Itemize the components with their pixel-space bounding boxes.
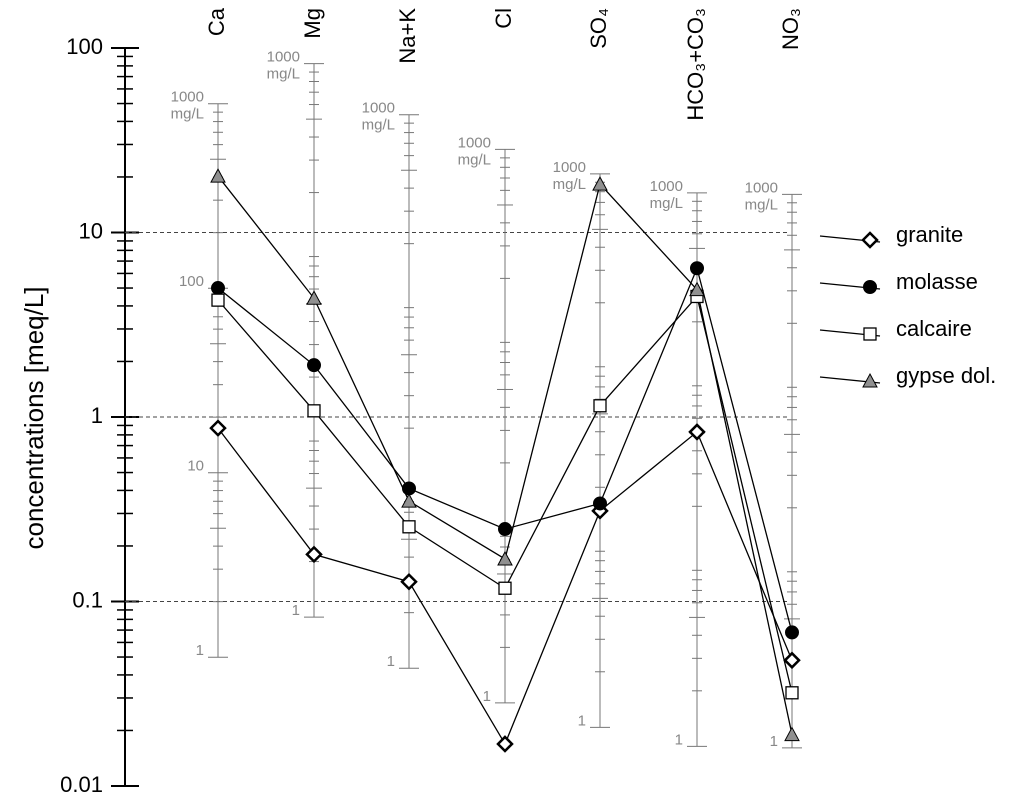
column-tick-label: 1000 [553,159,586,176]
category-label: SO₄ [586,8,611,49]
data-point [498,522,512,537]
category-label: Ca [204,7,229,36]
data-point [306,290,322,305]
data-point [783,651,801,670]
data-point [497,550,513,566]
data-point [401,493,417,508]
category-label: NO₃ [778,8,803,50]
column-tick-label: 1 [770,733,778,750]
column-tick-label: 1000 [171,89,204,106]
category-label: Cl [491,8,516,29]
column-tick-label: 1000 [458,134,491,151]
column-tick-label: 1 [292,602,300,619]
column-tick-label: 1000 [362,100,395,117]
data-point [593,496,607,511]
data-point [593,399,607,413]
data-point [211,293,225,307]
column-tick-label: 1 [483,688,491,705]
legend-label: molasse [896,269,978,294]
data-point [307,358,321,373]
data-point [305,545,323,564]
data-point [402,481,416,496]
y-axis-title: concentrations [meq/L] [19,286,49,549]
column-unit-label: mg/L [650,195,683,212]
column-unit-label: mg/L [745,196,778,213]
column-tick-label: 100 [179,273,204,290]
data-point [400,572,418,591]
legend-label: gypse dol. [896,363,996,388]
column-tick-label: 1 [196,642,204,659]
data-point [689,281,705,297]
column-tick-label: 1 [675,731,683,748]
legend-label: granite [896,222,963,247]
column-tick-label: 1 [387,653,395,670]
column-unit-label: mg/L [171,106,204,123]
column-tick-label: 1000 [267,49,300,66]
column-unit-label: mg/L [362,117,395,134]
y-tick-label: 0.1 [72,587,103,612]
legend-marker [863,280,877,294]
y-tick-label: 1 [91,403,103,428]
column-tick-label: 1000 [650,178,683,195]
column-tick-label: 1000 [745,179,778,196]
data-point [592,176,608,191]
data-point [209,419,227,437]
legend-label: calcaire [896,316,972,341]
data-point [784,726,800,742]
data-point [402,520,416,534]
column-tick-label: 10 [187,458,204,475]
column-unit-label: mg/L [458,151,491,168]
data-point [210,168,226,183]
data-point [690,261,704,276]
legend-marker [861,231,879,249]
data-point [785,625,799,640]
data-point [785,686,799,700]
data-point [688,423,706,441]
y-tick-label: 10 [79,218,103,243]
y-tick-label: 100 [66,34,103,59]
column-unit-label: mg/L [553,176,586,193]
data-point [496,735,514,753]
category-label: Na+K [395,8,420,64]
data-point [211,281,225,296]
category-label: Mg [300,8,325,39]
legend-marker [862,372,878,388]
data-point [307,404,321,418]
legend-marker [863,327,877,341]
category-label: HCO₃+CO₃ [683,8,708,121]
y-tick-label: 0.01 [60,772,103,797]
data-point [498,581,512,595]
column-unit-label: mg/L [267,66,300,83]
column-tick-label: 1 [578,712,586,729]
